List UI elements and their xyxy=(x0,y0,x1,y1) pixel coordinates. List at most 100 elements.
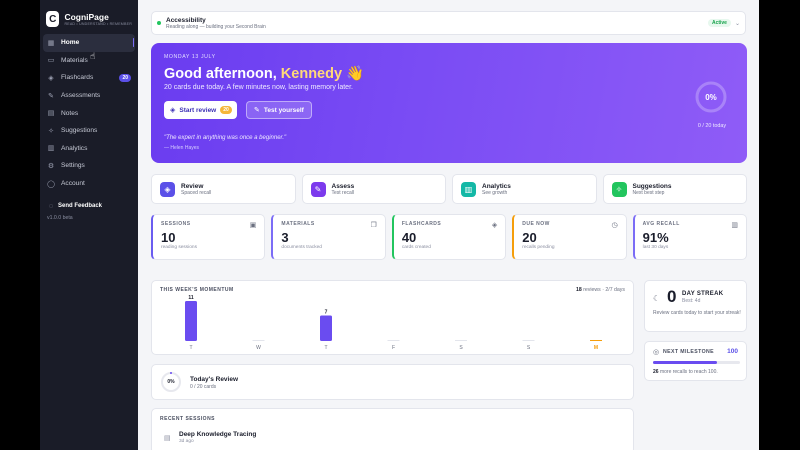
stat-sessions[interactable]: SESSIONS 10 reading sessions ▣ xyxy=(151,214,266,260)
sidebar-item-label: Settings xyxy=(61,162,85,170)
action-subtitle: Test recall xyxy=(331,189,355,196)
layers-icon: ◈ xyxy=(48,74,54,82)
momentum-day-label: T xyxy=(324,345,327,351)
sidebar-item-flashcards[interactable]: ◈ Flashcards 20 xyxy=(43,69,135,87)
brand[interactable]: C CogniPage READ • UNDERSTAND • REMEMBER xyxy=(40,0,138,30)
sidebar-item-account[interactable]: ◯ Account xyxy=(43,175,135,193)
momentum-bar-value: 7 xyxy=(325,310,328,316)
stat-label: FLASHCARDS xyxy=(401,221,442,227)
recent-sessions-card: RECENT SESSIONS ▤ Deep Knowledge Tracing… xyxy=(151,408,634,450)
weekly-momentum-card: 11 T W 7 T F S S M THIS WEEK'S MOMENTUM 18 revie… xyxy=(151,280,634,355)
sidebar-item-label: Flashcards xyxy=(61,74,94,82)
hero-quote-author: — Helen Hayes xyxy=(164,145,200,151)
sidebar-item-suggestions[interactable]: ✧ Suggestions xyxy=(43,122,135,140)
brand-logo-icon: C xyxy=(46,11,60,27)
accessibility-subtitle: Reading along — building your Second Bra… xyxy=(166,23,266,30)
milestone-remaining: 26 xyxy=(653,369,659,375)
document-icon: ▤ xyxy=(164,435,171,442)
stat-subtitle: cards created xyxy=(401,245,431,250)
milestone-description: 26 more recalls to reach 100. xyxy=(653,369,718,375)
pencil-icon: ✎ xyxy=(48,92,54,100)
action-subtitle: Spaced recall xyxy=(181,189,212,196)
stat-subtitle: documents tracked xyxy=(281,245,322,250)
momentum-bar-empty xyxy=(590,340,602,341)
stat-subtitle: reading sessions xyxy=(161,245,197,250)
todays-review-card[interactable]: 0% Today's Review 0 / 20 cards xyxy=(151,364,634,400)
momentum-day-label: T xyxy=(189,345,192,351)
grid-icon: ▦ xyxy=(47,39,55,47)
action-subtitle: Next best step xyxy=(632,189,665,196)
sidebar: C CogniPage READ • UNDERSTAND • REMEMBER… xyxy=(40,0,138,450)
recent-session-time: 3d ago xyxy=(179,439,194,444)
clock-icon: ◷ xyxy=(611,222,618,229)
sidebar-item-assessments[interactable]: ✎ Assessments xyxy=(43,87,135,105)
accessibility-bar[interactable]: Accessibility Reading along — building y… xyxy=(151,11,746,35)
sidebar-item-materials[interactable]: ▭ Materials xyxy=(43,52,135,70)
stat-cards: SESSIONS 10 reading sessions ▣ MATERIALS… xyxy=(151,214,748,260)
action-analytics[interactable]: ▥ Analytics See growth xyxy=(452,174,597,204)
milestone-progress-fill xyxy=(653,361,718,364)
daily-progress-value: 0% xyxy=(705,92,717,102)
action-review[interactable]: ◈ Review Spaced recall xyxy=(151,174,296,204)
send-feedback-button[interactable]: ◌ Send Feedback xyxy=(47,202,138,210)
stat-label: SESSIONS xyxy=(161,221,191,227)
sparkle-icon: ✧ xyxy=(611,181,627,197)
stat-due-now[interactable]: DUE NOW 20 recalls pending ◷ xyxy=(512,214,627,260)
sidebar-item-settings[interactable]: ⚙ Settings xyxy=(43,157,135,175)
layers-icon: ◈ xyxy=(160,181,175,197)
sidebar-item-label: Assessments xyxy=(61,92,101,100)
stat-subtitle: last 30 days xyxy=(642,245,669,250)
sidebar-item-home[interactable]: ▦ Home xyxy=(43,34,135,52)
sidebar-item-analytics[interactable]: ▥ Analytics xyxy=(43,140,135,158)
momentum-bar xyxy=(320,315,332,341)
bar-chart-icon: ▥ xyxy=(731,222,739,229)
stat-label: AVG RECALL xyxy=(642,221,680,227)
action-assess[interactable]: ✎ Assess Test recall xyxy=(301,174,446,204)
action-title: Assess xyxy=(331,182,355,190)
layers-icon: ◈ xyxy=(170,107,176,114)
action-title: Analytics xyxy=(482,182,511,190)
user-name: Kennedy xyxy=(280,66,343,82)
streak-best: Best: 4d xyxy=(682,298,701,304)
momentum-bar-empty xyxy=(455,340,467,341)
action-subtitle: See growth xyxy=(482,189,508,196)
streak-description: Review cards today to start your streak! xyxy=(653,310,741,316)
status-dot-icon xyxy=(157,21,161,25)
moon-icon: ☾ xyxy=(653,294,661,303)
book-icon: ▣ xyxy=(249,222,257,229)
test-yourself-button[interactable]: ✎ Test yourself xyxy=(246,101,312,119)
brand-name: CogniPage xyxy=(64,11,109,22)
target-icon: ◎ xyxy=(653,349,660,356)
sidebar-nav: ▦ Home ▭ Materials ◈ Flashcards 20 ✎ Ass… xyxy=(40,34,138,192)
sidebar-item-label: Notes xyxy=(61,109,79,117)
sidebar-item-notes[interactable]: ▤ Notes xyxy=(43,104,135,122)
momentum-title: THIS WEEK'S MOMENTUM xyxy=(160,287,234,293)
sidebar-item-label: Home xyxy=(61,39,80,47)
stat-avg-recall[interactable]: AVG RECALL 91% last 30 days ▥ xyxy=(632,214,748,260)
start-review-button[interactable]: ◈ Start review 20 xyxy=(164,101,237,119)
folder-icon: ▭ xyxy=(47,57,55,65)
user-icon: ◯ xyxy=(47,180,55,188)
stat-value: 10 xyxy=(161,230,176,245)
hero-date: MONDAY 13 JULY xyxy=(164,54,216,60)
momentum-day-label: S xyxy=(527,345,531,351)
momentum-review-count: 18 xyxy=(575,287,582,293)
quick-actions: ◈ Review Spaced recall ✎ Assess Test recal… xyxy=(151,174,747,204)
momentum-bar-empty xyxy=(252,340,265,341)
main-content: Accessibility Reading along — building y… xyxy=(138,0,759,450)
todays-review-ring xyxy=(161,372,181,392)
stat-value: 3 xyxy=(281,230,289,245)
momentum-bar-empty xyxy=(522,340,535,341)
todays-review-progress: 0% xyxy=(167,379,175,385)
action-suggestions[interactable]: ✧ Suggestions Next best step xyxy=(602,174,747,204)
stat-flashcards[interactable]: FLASHCARDS 40 cards created ◈ xyxy=(391,214,507,260)
chevron-down-icon[interactable]: ⌄ xyxy=(734,20,740,27)
streak-value: 0 xyxy=(667,287,677,306)
stat-value: 20 xyxy=(522,230,537,245)
sidebar-item-label: Analytics xyxy=(61,144,88,152)
accessibility-title: Accessibility xyxy=(166,16,206,24)
stat-materials[interactable]: MATERIALS 3 documents tracked ❐ xyxy=(271,214,386,260)
flashcards-badge: 20 xyxy=(119,73,131,82)
recent-session-name[interactable]: Deep Knowledge Tracing xyxy=(179,431,257,438)
momentum-day-label: F xyxy=(392,345,395,351)
